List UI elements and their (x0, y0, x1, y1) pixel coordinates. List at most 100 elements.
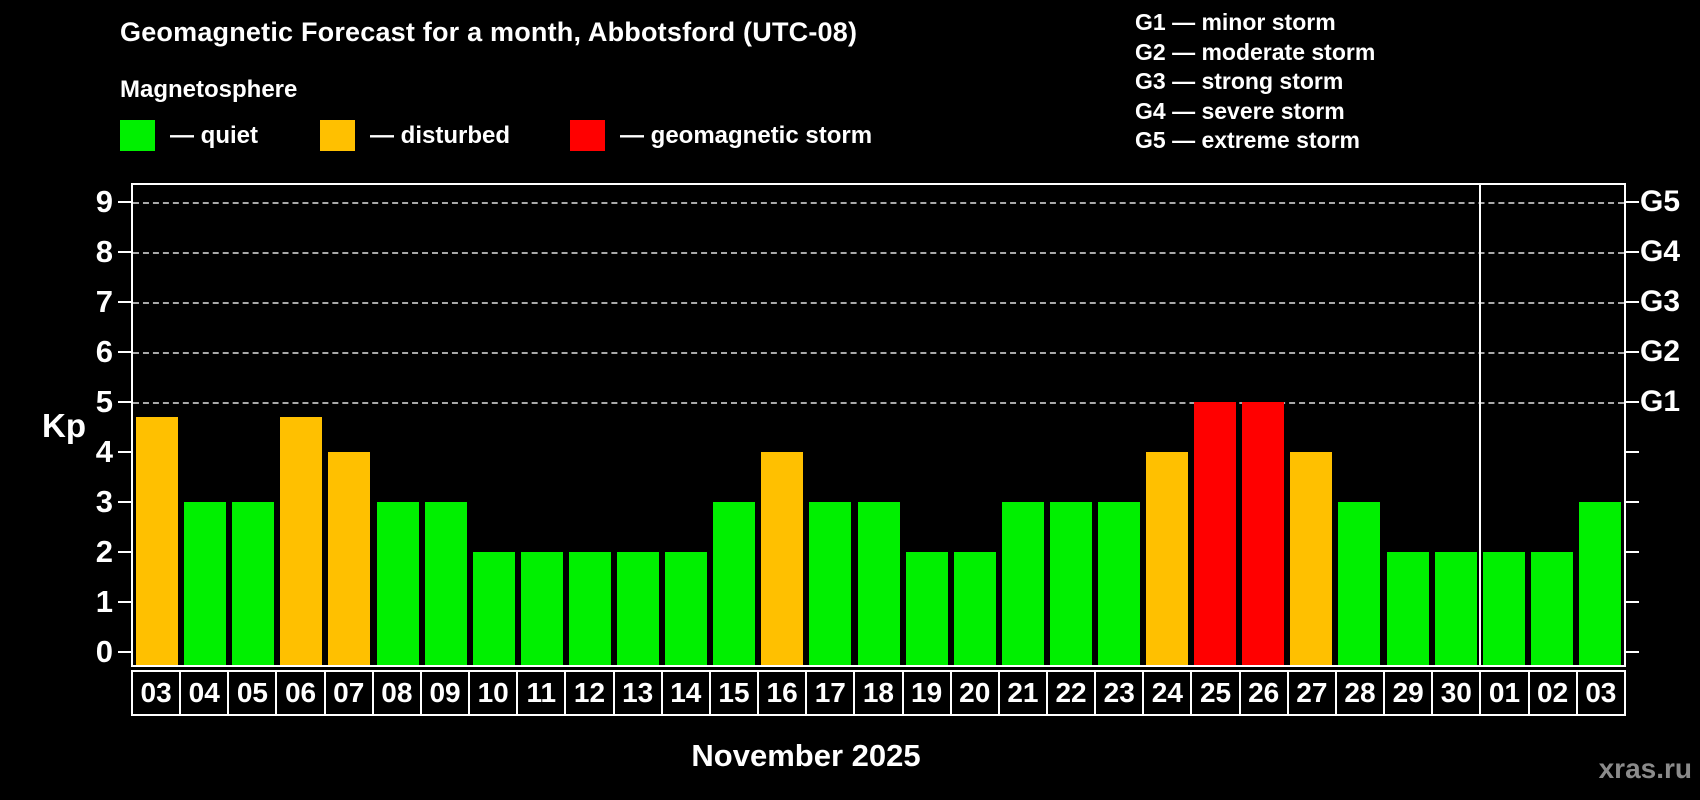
date-cell: 05 (227, 670, 278, 716)
y-tick-mark (118, 501, 131, 503)
kp-bar (1001, 502, 1044, 665)
g-tick-mark (1626, 651, 1639, 653)
kp-bar (809, 502, 852, 665)
date-cell: 25 (1190, 670, 1241, 716)
kp-bar (328, 452, 371, 665)
date-cell: 15 (708, 670, 760, 716)
g-tick-mark (1626, 201, 1639, 203)
month-separator (1478, 185, 1481, 665)
kp-bar (1578, 502, 1621, 665)
kp-bar (184, 502, 227, 665)
y-tick-mark (118, 551, 131, 553)
kp-bar (1242, 402, 1285, 665)
kp-bar (1194, 402, 1237, 665)
g-tick-mark (1626, 601, 1639, 603)
disturbed-swatch (320, 120, 355, 151)
kp-bar (857, 502, 900, 665)
y-tick-label-2: 2 (95, 534, 113, 569)
x-axis-date-row: 03 04 05 06 07 08 09 10 11 12 13 14 15 16 17 18 19 20 21 22… (131, 670, 1626, 716)
kp-bar (1386, 552, 1429, 665)
legend-label-storm: — geomagnetic storm (620, 121, 873, 149)
kp-bar (713, 502, 756, 665)
date-cell: 01 (1479, 670, 1530, 716)
g-axis-label-G2: G2 (1640, 335, 1681, 368)
storm-swatch (570, 120, 605, 151)
gridline-kp9 (133, 202, 1624, 204)
legend-item-storm: — geomagnetic storm (570, 120, 872, 151)
date-cell: 03 (1575, 670, 1626, 716)
date-cell: 08 (371, 670, 422, 716)
gridline-kp5 (133, 402, 1624, 404)
kp-bar (1530, 552, 1573, 665)
quiet-swatch (120, 120, 155, 151)
date-cell: 23 (1094, 670, 1145, 716)
y-tick-mark (118, 251, 131, 253)
kp-bar (280, 417, 323, 665)
y-tick-label-8: 8 (95, 234, 113, 269)
date-cell: 14 (660, 670, 711, 716)
g-legend-line-5: G5 — extreme storm (1135, 127, 1360, 154)
kp-bar (568, 552, 611, 665)
kp-bar (953, 552, 996, 665)
g-axis-label-G5: G5 (1640, 185, 1681, 218)
date-cell: 22 (1045, 670, 1097, 716)
date-cell: 20 (949, 670, 1000, 716)
g-tick-mark (1626, 501, 1639, 503)
date-cell: 10 (468, 670, 519, 716)
y-tick-mark (118, 451, 131, 453)
month-label: November 2025 (691, 738, 921, 773)
kp-bar (520, 552, 563, 665)
y-tick-label-9: 9 (95, 184, 113, 219)
g-legend-line-1: G1 — minor storm (1135, 9, 1336, 35)
y-tick-mark (118, 351, 131, 353)
page-title: Geomagnetic Forecast for a month, Abbots… (120, 17, 858, 47)
y-tick-mark (118, 601, 131, 603)
date-cell: 03 (131, 670, 182, 716)
date-cell: 19 (901, 670, 952, 716)
y-tick-label-6: 6 (95, 334, 113, 369)
gridline-kp8 (133, 252, 1624, 254)
y-tick-label-5: 5 (95, 384, 113, 419)
kp-bar (665, 552, 708, 665)
kp-bar (376, 502, 419, 665)
g-tick-mark (1626, 351, 1639, 353)
date-cell: 28 (1334, 670, 1386, 716)
y-tick-mark (118, 651, 131, 653)
y-tick-label-4: 4 (95, 434, 113, 469)
date-cell: 09 (419, 670, 471, 716)
kp-bar (1049, 502, 1092, 665)
date-cell: 12 (564, 670, 615, 716)
date-cell: 27 (1286, 670, 1337, 716)
kp-bar (1482, 552, 1525, 665)
g-legend-line-2: G2 — moderate storm (1135, 38, 1376, 65)
y-tick-mark (118, 401, 131, 403)
g-axis-label-G1: G1 (1640, 385, 1681, 418)
kp-bar (232, 502, 275, 665)
gridline-kp6 (133, 352, 1624, 354)
g-scale-legend: G1 — minor storm G2 — moderate storm G3 — … (1135, 8, 1375, 156)
y-tick-label-7: 7 (95, 284, 113, 319)
kp-bar (136, 417, 179, 665)
g-legend-line-3: G3 — strong storm (1135, 68, 1344, 95)
date-cell: 11 (516, 670, 567, 716)
date-cell: 17 (805, 670, 856, 716)
chart-subtitle: Magnetosphere (120, 76, 298, 103)
date-cell: 06 (275, 670, 326, 716)
date-cell: 24 (1142, 670, 1193, 716)
y-axis-label: Kp (42, 407, 86, 444)
date-cell: 30 (1431, 670, 1482, 716)
date-cell: 16 (757, 670, 808, 716)
plot-area (131, 183, 1626, 667)
legend-label-quiet: — quiet (170, 121, 258, 149)
y-tick-mark (118, 301, 131, 303)
date-cell: 18 (853, 670, 904, 716)
date-cell: 13 (612, 670, 663, 716)
kp-bar (905, 552, 948, 665)
kp-bar (1146, 452, 1189, 665)
gridline-kp7 (133, 302, 1624, 304)
g-tick-mark (1626, 451, 1639, 453)
legend-item-quiet: — quiet (120, 120, 258, 151)
date-cell: 29 (1383, 670, 1434, 716)
y-tick-label-1: 1 (95, 584, 113, 619)
